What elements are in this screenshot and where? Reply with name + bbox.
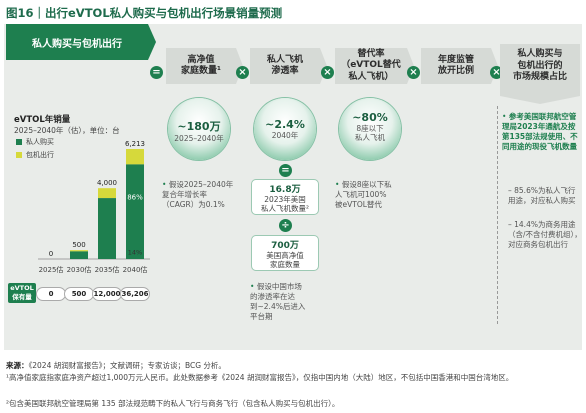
bubble-penetration: ~2.4% 2040年 [254, 98, 316, 160]
times-operator: × [490, 66, 503, 79]
bubble-substitution-value: ~80% [352, 111, 388, 124]
legend-swatch-charter [16, 152, 22, 158]
bubble-penetration-value: ~2.4% [265, 118, 305, 131]
bar-charter-2035估 [98, 188, 116, 199]
bar-charter-2030估 [70, 250, 88, 252]
equals-operator: = [279, 164, 292, 177]
fleet-label: eVTOL 保有量 [8, 283, 36, 303]
legend-label-private: 私人购买 [26, 138, 54, 146]
source-note: 来源：《2024 胡润财富报告》；文献调研；专家访谈；BCG 分析。 [6, 360, 226, 371]
note-substitution: • 假设8座以下私 人飞机可100% 被eVTOL替代 [335, 180, 413, 210]
box-private-jets-sub: 2023年美国 私人飞机数量² [260, 195, 309, 213]
note-penetration: • 假设中国市场 的渗透率在达 到~2.4%后进入 平台期 [250, 282, 328, 323]
bar-private-2030估 [70, 251, 88, 259]
box-us-households: 700万 美国高净值 家庭数量 [251, 235, 319, 271]
category-label-2040估: 2040估 [123, 265, 148, 274]
box-private-jets: 16.8万 2023年美国 私人飞机数量² [251, 179, 319, 215]
fleet-value-2035估: 12,000 [92, 287, 122, 301]
bar-charter-2040估 [126, 149, 144, 165]
fleet-value-2025估: 0 [36, 287, 66, 301]
bullet-icon: • [335, 180, 340, 189]
note-penetration-text: 假设中国市场 的渗透率在达 到~2.4%后进入 平台期 [250, 282, 306, 322]
legend-label-charter: 包机出行 [26, 151, 54, 159]
chart-title: eVTOL年销量 [14, 115, 71, 125]
bar-private-2040估 [126, 164, 144, 259]
source-text: 《2024 胡润财富报告》；文献调研；专家访谈；BCG 分析。 [28, 361, 226, 370]
bubble-households-value: ~180万 [177, 120, 221, 133]
fleet-value-2040估: 36,206 [120, 287, 150, 301]
divide-operator: ÷ [279, 219, 292, 232]
box-us-households-value: 700万 [271, 241, 299, 251]
times-operator: × [236, 66, 249, 79]
header-regulation: 年度监管 放开比例 [421, 48, 498, 84]
note-private-share: – 85.6%为私人飞行用途，对应私人购买 [508, 186, 576, 206]
share-label-private: 86% [127, 193, 143, 201]
bullet-icon: • [502, 112, 507, 121]
note-charter-share: – 14.4%为商务用途（含/不含付费机组），对应商务包机出行 [508, 220, 582, 250]
note-substitution-text: 假设8座以下私 人飞机可100% 被eVTOL替代 [335, 180, 392, 210]
bubble-households-sub: 2025–2040年 [174, 134, 224, 143]
note-faa-text: 参考美国联邦航空管理局2023年通航及按第135部法规使用、不同用途的现役飞机数… [502, 112, 578, 152]
total-label-2040估: 6,213 [125, 140, 145, 148]
equals-operator: = [150, 66, 163, 79]
total-label-2030估: 500 [72, 241, 85, 249]
chart-subtitle: 2025–2040年（估），单位：台 [14, 126, 120, 135]
note-faa-reference: • 参考美国联邦航空管理局2023年通航及按第135部法规使用、不同用途的现役飞… [502, 112, 582, 153]
divider-line [497, 106, 498, 324]
page-title: 图16｜出行eVTOL私人购买与包机出行场景销量预测 [6, 6, 283, 20]
header-market-share: 私人购买与 包机出行的 市场规模占比 [500, 44, 580, 96]
note-charter-share-text: 14.4%为商务用途（含/不含付费机组），对应商务包机出行 [508, 220, 582, 250]
bubble-households: ~180万 2025–2040年 [168, 98, 230, 160]
bar-private-2035估 [98, 198, 116, 259]
bar-chart: 0 2025估 500 2030估 4,000 2035估 6,213 2040估 86% 14% [38, 140, 150, 274]
bullet-icon: • [250, 282, 255, 291]
header-main: 私人购买与包机出行 [6, 24, 156, 60]
times-operator: × [407, 66, 420, 79]
bullet-icon: • [162, 180, 167, 189]
box-us-households-sub: 美国高净值 家庭数量 [266, 251, 304, 269]
legend-swatch-private [16, 139, 22, 145]
note-private-share-text: 85.6%为私人飞行用途，对应私人购买 [508, 186, 576, 206]
note-households: • 假设2025–2040年 复合年增长率 （CAGR）为0.1% [162, 180, 244, 210]
box-private-jets-value: 16.8万 [269, 185, 301, 195]
category-label-2025估: 2025估 [39, 265, 64, 274]
header-substitution: 替代率 （eVTOL替代 私人飞机） [335, 48, 414, 84]
footnote-2: ²包含美国联邦航空管理局第 135 部法规范畴下的私人飞行与商务飞行（包含私人购… [6, 399, 340, 408]
category-label-2035估: 2035估 [95, 265, 120, 274]
note-households-text: 假设2025–2040年 复合年增长率 （CAGR）为0.1% [162, 180, 234, 210]
fleet-value-2030估: 500 [64, 287, 94, 301]
bubble-substitution: ~80% 8座以下 私人飞机 [339, 98, 401, 160]
header-penetration: 私人飞机 渗透率 [250, 48, 327, 84]
footnote-1: ¹高净值家庭指家庭净资产超过1,000万元人民币。此处数据参考《2024 胡润财… [6, 373, 514, 382]
bubble-substitution-sub: 8座以下 私人飞机 [355, 124, 385, 142]
source-label: 来源： [6, 361, 29, 370]
category-label-2030估: 2030估 [67, 265, 92, 274]
header-market-share-tip [500, 96, 580, 104]
times-operator: × [321, 66, 334, 79]
bubble-penetration-sub: 2040年 [271, 131, 299, 140]
total-label-2025估: 0 [49, 250, 53, 258]
share-label-charter: 14% [128, 248, 142, 256]
total-label-2035估: 4,000 [97, 179, 117, 187]
header-households: 高净值 家庭数量¹ [166, 48, 243, 84]
